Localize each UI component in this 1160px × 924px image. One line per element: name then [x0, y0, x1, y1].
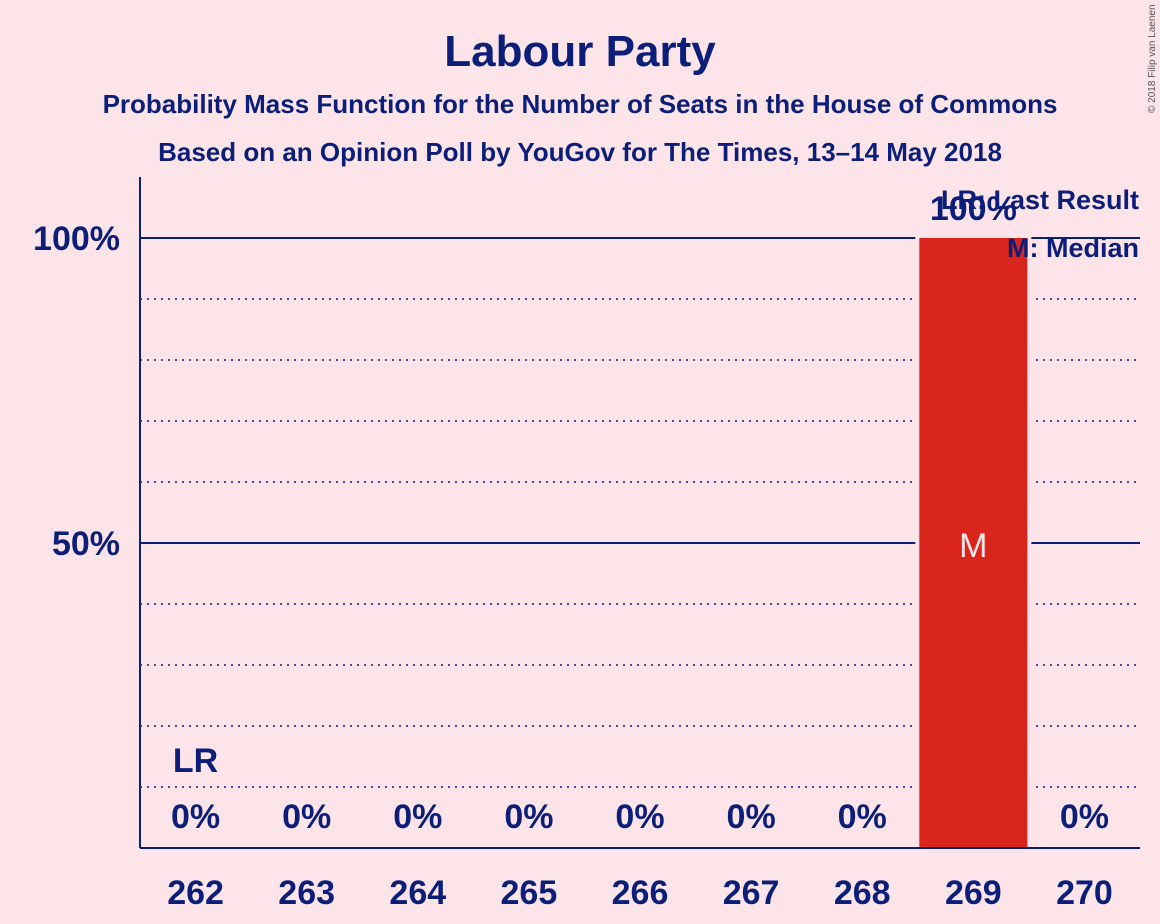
y-tick-label: 50% [52, 525, 120, 563]
bars [915, 236, 1032, 848]
x-tick-label: 268 [834, 874, 891, 912]
data-labels: 0% 0% 0% 0% 0% 0% 0% 100% 0% LR M [171, 190, 1109, 836]
value-label: 100% [930, 190, 1017, 228]
x-tick-label: 269 [945, 874, 1002, 912]
x-tick-label: 264 [389, 874, 446, 912]
x-tick-label: 267 [723, 874, 780, 912]
x-tick-label: 265 [501, 874, 558, 912]
bar-269 [919, 238, 1028, 848]
value-label: 0% [393, 798, 442, 836]
y-tick-label: 100% [33, 220, 120, 258]
value-label: 0% [727, 798, 776, 836]
value-label: 0% [1060, 798, 1109, 836]
chart-subtitle-1: Probability Mass Function for the Number… [103, 89, 1058, 119]
last-result-marker: LR [173, 742, 218, 780]
x-tick-label: 263 [278, 874, 335, 912]
chart-subtitle-2: Based on an Opinion Poll by YouGov for T… [158, 137, 1002, 167]
copyright-notice: © 2018 Filip van Laenen [1147, 4, 1158, 113]
value-label: 0% [615, 798, 664, 836]
legend-median: M: Median [1007, 233, 1139, 263]
value-label: 0% [171, 798, 220, 836]
legend-last-result: LR: Last Result [941, 185, 1139, 215]
value-label: 0% [282, 798, 331, 836]
x-tick-label: 270 [1056, 874, 1113, 912]
chart-title: Labour Party [444, 27, 716, 76]
median-marker: M [959, 527, 987, 565]
x-tick-label: 266 [612, 874, 669, 912]
value-label: 0% [838, 798, 887, 836]
x-tick-label: 262 [167, 874, 224, 912]
value-label: 0% [504, 798, 553, 836]
